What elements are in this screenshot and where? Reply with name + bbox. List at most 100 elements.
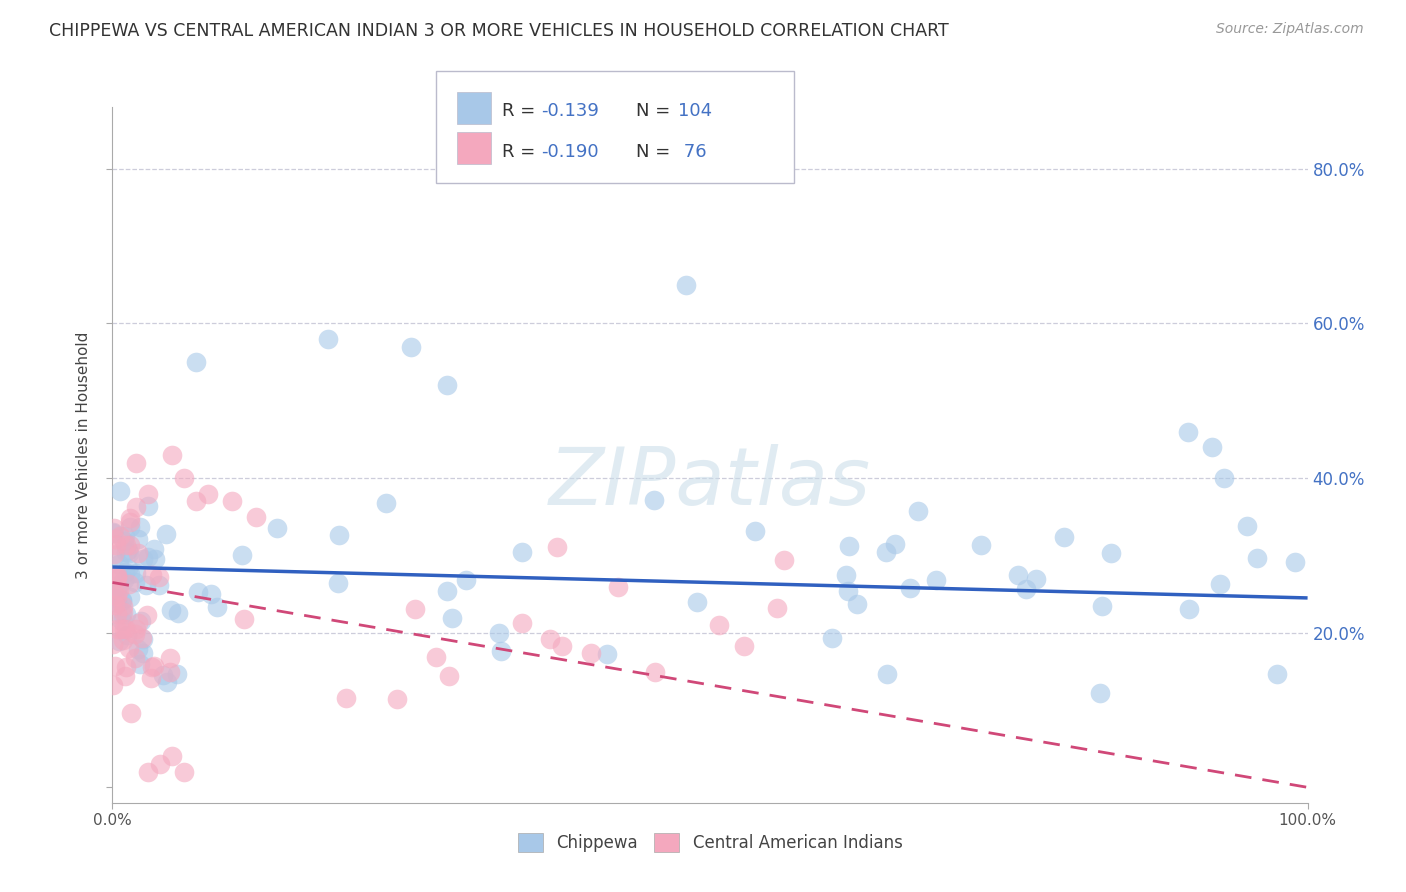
Point [924,573,946,587]
Point [385,692,408,706]
Point [115,607,138,621]
Point [1007,568,1029,582]
Point [115,538,138,552]
Point [159,603,181,617]
Point [187,585,209,599]
Point [105,567,128,582]
Point [733,639,755,653]
Point [510,544,533,558]
Point [335,690,357,705]
Point [117,542,139,557]
Point [142,659,165,673]
Point [127,641,149,656]
Point [1284,555,1306,569]
Point [101,524,124,539]
Point [125,622,148,636]
Point [875,545,897,559]
Point [104,658,127,673]
Y-axis label: 3 or more Vehicles in Household: 3 or more Vehicles in Household [76,331,91,579]
Point [436,378,458,392]
Point [143,541,166,556]
Point [266,521,288,535]
Point [115,622,138,636]
Point [245,509,267,524]
Point [104,591,127,606]
Point [143,551,166,566]
Text: R =: R = [502,103,541,120]
Text: N =: N = [636,103,675,120]
Point [105,582,128,596]
Point [112,534,135,549]
Point [132,646,155,660]
Point [111,594,134,608]
Point [148,578,170,592]
Point [111,593,134,607]
Point [1246,551,1268,566]
Point [772,553,794,567]
Point [115,660,138,674]
Point [709,618,731,632]
Point [135,607,157,622]
Point [104,595,127,609]
Point [135,577,157,591]
Point [159,665,181,679]
Point [898,581,921,595]
Point [1267,667,1289,681]
Point [546,541,568,555]
Point [118,516,141,530]
Point [118,546,141,560]
Point [127,546,149,560]
Point [1213,471,1236,485]
Point [124,650,146,665]
Point [1091,599,1114,613]
Point [103,521,125,535]
Point [200,587,222,601]
Text: 104: 104 [678,103,711,120]
Point [125,566,148,581]
Point [129,614,152,628]
Point [374,496,396,510]
Point [108,582,131,597]
Point [101,678,124,692]
Point [118,519,141,533]
Point [835,568,858,582]
Point [155,526,177,541]
Point [156,674,179,689]
Point [1025,572,1047,586]
Point [1177,425,1199,439]
Point [425,650,447,665]
Text: CHIPPEWA VS CENTRAL AMERICAN INDIAN 3 OR MORE VEHICLES IN HOUSEHOLD CORRELATION : CHIPPEWA VS CENTRAL AMERICAN INDIAN 3 OR… [49,22,949,40]
Point [404,601,426,615]
Point [110,614,132,628]
Point [104,599,127,613]
Point [233,612,256,626]
Point [112,622,135,636]
Point [103,585,125,599]
Point [131,631,153,645]
Point [197,486,219,500]
Point [643,492,665,507]
Point [110,622,132,636]
Point [117,561,139,575]
Point [108,529,131,543]
Point [607,581,630,595]
Point [846,597,869,611]
Point [111,607,134,621]
Point [138,486,160,500]
Point [118,577,141,591]
Point [105,607,128,621]
Point [883,537,905,551]
Point [124,627,146,641]
Point [129,657,152,672]
Point [108,483,131,498]
Point [326,576,349,591]
Point [114,566,136,580]
Point [124,574,146,589]
Point [136,549,159,564]
Point [132,632,155,646]
Point [328,527,350,541]
Point [454,574,477,588]
Point [765,601,787,615]
Point [105,622,128,636]
Point [152,668,174,682]
